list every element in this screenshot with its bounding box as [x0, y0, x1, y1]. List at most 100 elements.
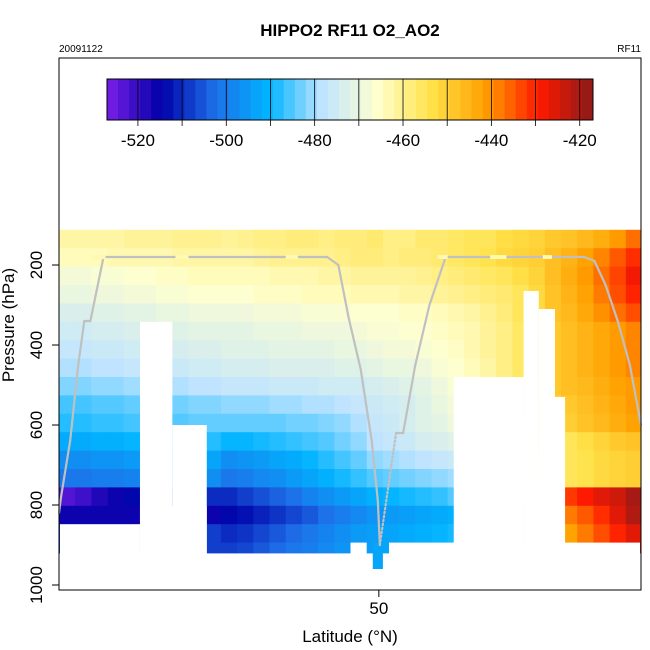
colorbar-swatch	[283, 79, 296, 120]
heatmap-cell	[382, 469, 400, 488]
heatmap-cell	[366, 340, 384, 359]
heatmap-cell	[609, 450, 627, 470]
y-axis-label: Pressure (hPa)	[0, 268, 18, 382]
heatmap-cell	[285, 377, 303, 396]
heatmap-cell	[301, 377, 319, 396]
date-label: 20091122	[59, 44, 103, 55]
heatmap-cell	[156, 229, 173, 249]
colorbar-swatch	[383, 79, 395, 120]
heatmap-cell	[593, 303, 611, 323]
flight-track-segment	[376, 499, 381, 547]
heatmap-cell	[593, 505, 611, 525]
heatmap-cell	[334, 487, 351, 507]
heatmap-cell	[301, 524, 319, 543]
heatmap-cell	[59, 266, 76, 286]
heatmap-cell	[382, 524, 400, 543]
heatmap-cell	[463, 285, 481, 304]
heatmap-cell	[496, 266, 513, 286]
heatmap-cell	[609, 248, 627, 267]
heatmap-cell	[496, 321, 513, 341]
heatmap-cell	[415, 413, 432, 433]
flight-track-segment	[89, 255, 105, 323]
heatmap-cell	[301, 321, 319, 341]
heatmap-cell	[220, 285, 238, 304]
heatmap-cell	[237, 303, 254, 323]
heatmap-cell	[172, 377, 189, 396]
heatmap-cell	[561, 358, 578, 378]
heatmap-cell	[75, 450, 92, 470]
heatmap-cell	[415, 229, 432, 249]
heatmap-cell	[382, 303, 400, 323]
heatmap-cell	[301, 266, 319, 286]
heatmap-cell	[237, 413, 254, 433]
heatmap-cell	[59, 321, 76, 341]
flight-track-segment	[69, 363, 80, 443]
heatmap-cell	[593, 248, 611, 267]
heatmap-cell	[577, 487, 594, 507]
flight-track-gap	[175, 255, 189, 259]
flight-track-segment	[593, 259, 607, 287]
heatmap-cell	[204, 542, 222, 554]
heatmap-cell	[366, 321, 384, 341]
heatmap-cell	[447, 229, 465, 249]
heatmap-cell	[447, 303, 465, 323]
heatmap-cell	[625, 432, 642, 451]
heatmap-cell	[301, 469, 319, 488]
heatmap-cell	[350, 505, 368, 525]
heatmap-cell	[431, 358, 449, 378]
heatmap-cell	[561, 303, 578, 323]
heatmap-cell	[399, 358, 416, 378]
colorbar-swatch	[305, 79, 318, 120]
heatmap-cell	[123, 303, 141, 323]
colorbar-tick-label: -420	[563, 131, 597, 150]
y-tick-label: 400	[27, 331, 46, 359]
heatmap-cell	[625, 340, 642, 359]
heatmap-cell	[577, 266, 594, 286]
heatmap-cell	[269, 505, 287, 525]
heatmap-cell	[269, 450, 287, 470]
heatmap-cell	[75, 266, 92, 286]
heatmap-cell	[204, 229, 222, 249]
heatmap-cell	[220, 487, 238, 507]
heatmap-cell	[366, 487, 384, 507]
heatmap-cell	[253, 229, 270, 249]
heatmap-cell	[285, 321, 303, 341]
heatmap-cell	[269, 229, 287, 249]
colorbar-swatch	[217, 79, 229, 120]
heatmap-cell	[318, 340, 335, 359]
colorbar-swatch	[195, 79, 207, 120]
heatmap-cell	[447, 321, 465, 341]
colorbar-swatch	[504, 79, 517, 120]
heatmap-cell	[253, 340, 270, 359]
heatmap-cell	[382, 340, 400, 359]
colorbar-swatch	[449, 79, 461, 120]
y-axis: 200 400 600 800 1000	[27, 251, 60, 604]
heatmap-cell	[366, 505, 384, 525]
flight-track-gap	[542, 255, 552, 259]
heatmap-cell	[382, 413, 400, 433]
flight-track-segment	[326, 255, 340, 267]
heatmap-cell	[480, 321, 497, 341]
heatmap-cell	[220, 413, 238, 433]
y-tick-label: 600	[27, 411, 46, 439]
heatmap-cell	[318, 432, 335, 451]
heatmap-cell	[431, 303, 449, 323]
heatmap-cell	[237, 377, 254, 396]
heatmap-cell	[75, 395, 92, 415]
y-tick-label: 200	[27, 251, 46, 279]
heatmap-cell	[593, 395, 611, 415]
colorbar-swatch	[493, 79, 506, 120]
heatmap-cell	[334, 321, 351, 341]
heatmap-cell	[107, 505, 125, 525]
heatmap-cell	[107, 469, 125, 488]
heatmap-cell	[204, 413, 222, 433]
heatmap-cell	[204, 469, 222, 488]
colorbar-tick-label: -480	[298, 131, 332, 150]
colorbar-swatch	[228, 79, 241, 120]
heatmap-cell	[269, 395, 287, 415]
heatmap-cell	[123, 285, 141, 304]
heatmap-cell	[204, 505, 222, 525]
heatmap-cell	[237, 321, 254, 341]
heatmap-cell	[237, 432, 254, 451]
heatmap-cell	[301, 340, 319, 359]
